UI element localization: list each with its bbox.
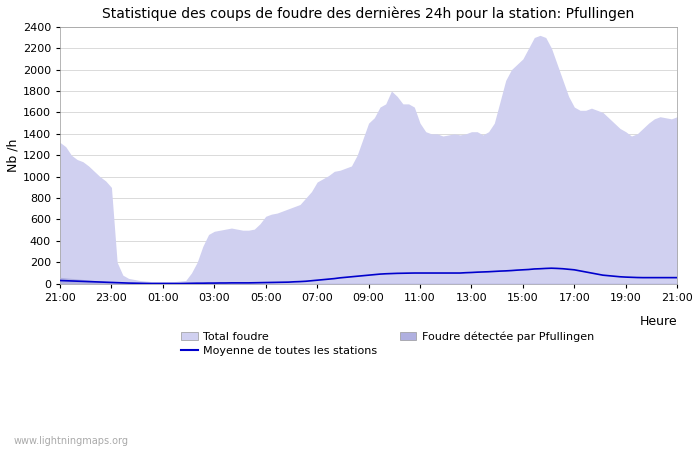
- Legend: Total foudre, Moyenne de toutes les stations, Foudre détectée par Pfullingen: Total foudre, Moyenne de toutes les stat…: [176, 327, 598, 360]
- Title: Statistique des coups de foudre des dernières 24h pour la station: Pfullingen: Statistique des coups de foudre des dern…: [102, 7, 635, 22]
- Y-axis label: Nb /h: Nb /h: [7, 139, 20, 172]
- Text: Heure: Heure: [640, 315, 677, 328]
- Text: www.lightningmaps.org: www.lightningmaps.org: [14, 436, 129, 446]
